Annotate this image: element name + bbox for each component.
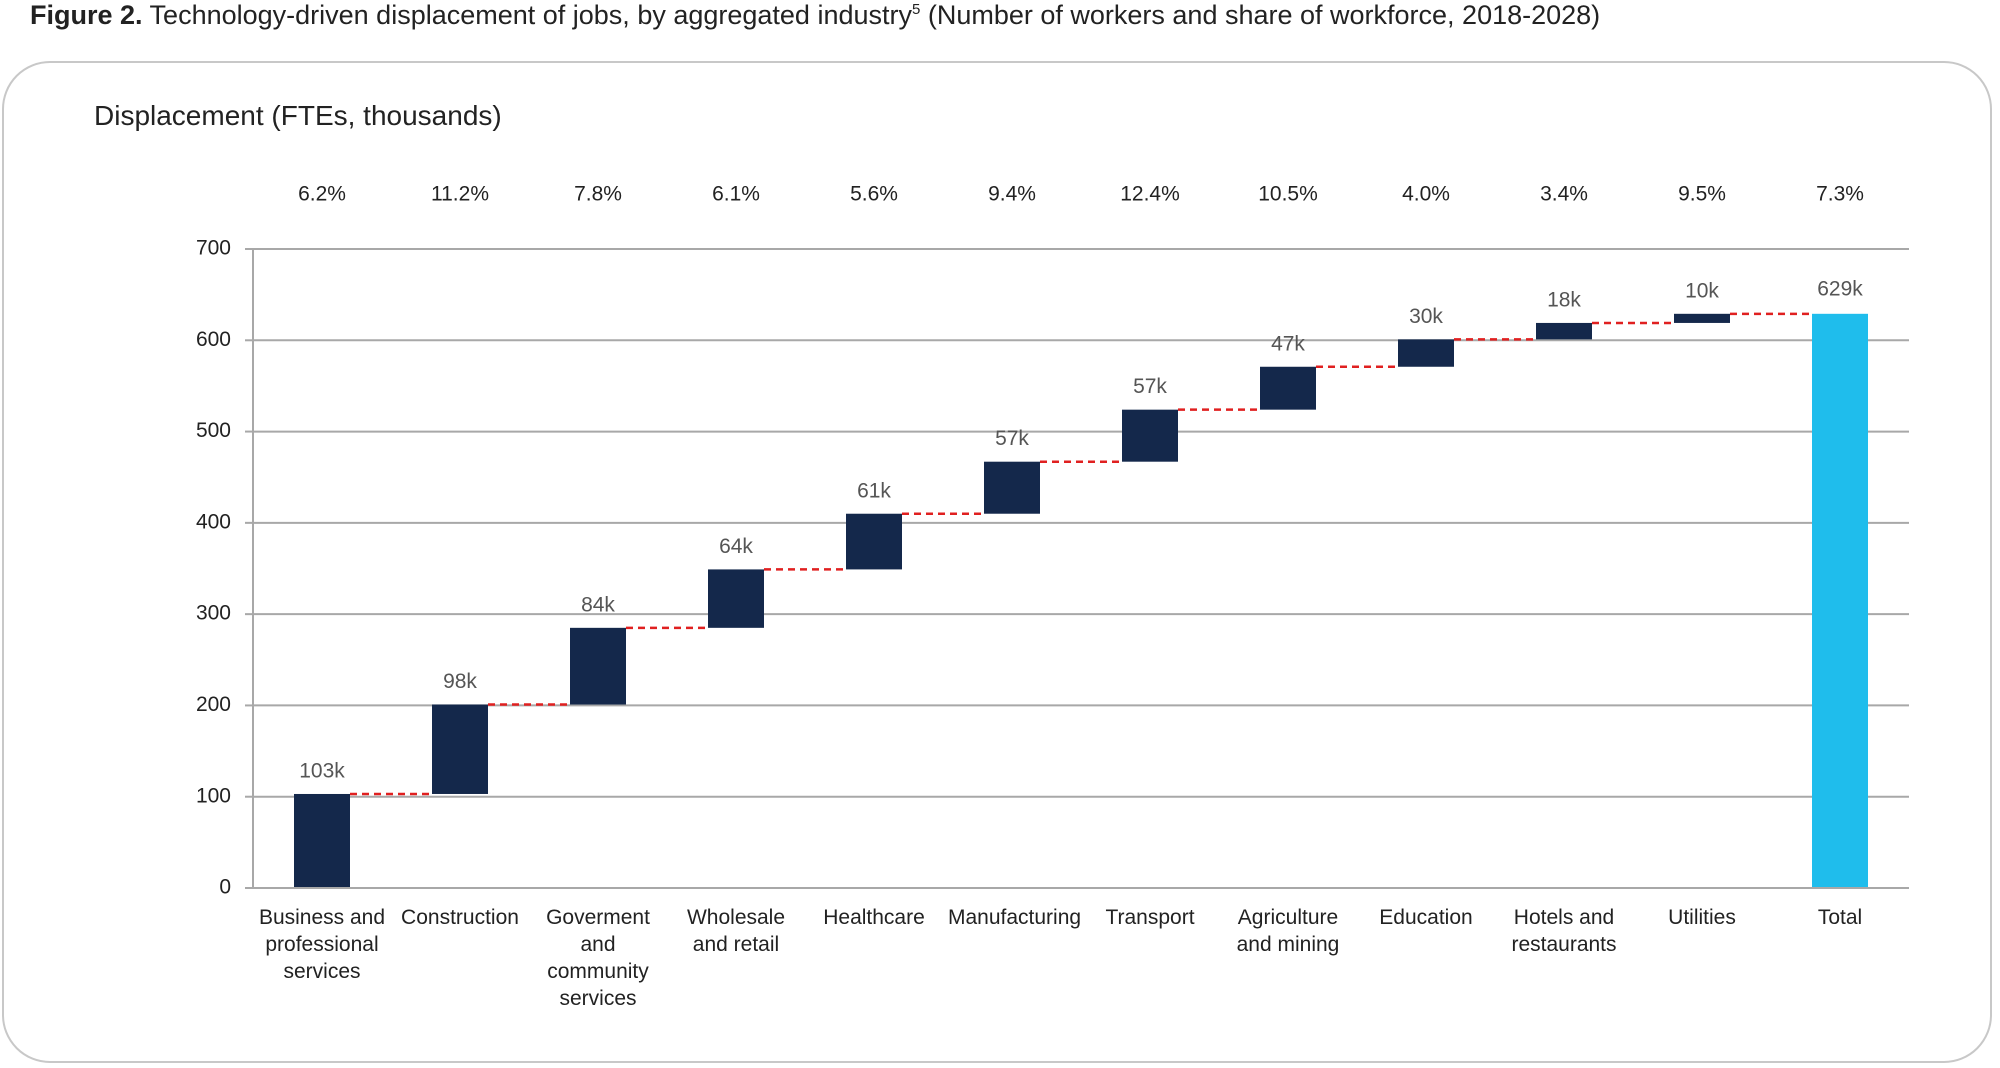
y-tick-label: 600 xyxy=(196,328,231,351)
value-label: 61k xyxy=(857,479,891,502)
footnote-marker: 5 xyxy=(912,1,921,18)
share-label: 11.2% xyxy=(431,183,489,206)
value-label: 57k xyxy=(1133,375,1167,398)
share-label: 6.2% xyxy=(298,183,346,206)
bar xyxy=(1536,322,1592,340)
bar xyxy=(708,569,764,628)
x-tick-label: Construction xyxy=(401,906,519,929)
bar xyxy=(1398,339,1454,367)
title-text: Technology-driven displacement of jobs, … xyxy=(149,0,912,30)
value-label: 18k xyxy=(1547,288,1581,311)
value-label: 98k xyxy=(443,670,477,693)
share-label: 5.6% xyxy=(850,183,898,206)
y-tick-label: 500 xyxy=(196,419,231,442)
x-tick-label: Agriculture and mining xyxy=(1236,906,1340,956)
bar xyxy=(570,627,626,705)
share-label: 10.5% xyxy=(1258,183,1318,206)
bar xyxy=(984,461,1040,514)
total-bar xyxy=(1812,313,1868,888)
share-label: 3.4% xyxy=(1540,183,1588,206)
value-label: 10k xyxy=(1685,279,1719,302)
y-tick-label: 100 xyxy=(196,784,231,807)
value-label: 64k xyxy=(719,535,753,558)
y-tick-label: 700 xyxy=(196,237,231,260)
x-tick-label: Total xyxy=(1817,906,1863,929)
x-tick-label: Education xyxy=(1379,906,1473,929)
x-tick-label: Transport xyxy=(1105,906,1195,929)
y-axis-label: Displacement (FTEs, thousands) xyxy=(94,100,502,131)
value-label: 57k xyxy=(995,427,1029,450)
value-label: 47k xyxy=(1271,332,1305,355)
y-tick-label: 0 xyxy=(219,876,231,899)
bar xyxy=(1674,313,1730,323)
share-label: 9.5% xyxy=(1678,183,1726,206)
y-tick-label: 200 xyxy=(196,693,231,716)
x-tick-label: Goverment and community services xyxy=(546,906,650,1010)
x-tick-label: Utilities xyxy=(1668,906,1736,929)
share-label: 12.4% xyxy=(1120,183,1180,206)
bar xyxy=(432,704,488,794)
title-suffix: (Number of workers and share of workforc… xyxy=(927,0,1601,30)
share-label: 9.4% xyxy=(988,183,1036,206)
figure-number: Figure 2. xyxy=(30,0,143,30)
value-label: 629k xyxy=(1817,277,1863,300)
value-label: 103k xyxy=(299,760,345,783)
share-label: 7.8% xyxy=(574,183,622,206)
share-label: 4.0% xyxy=(1402,183,1450,206)
bar xyxy=(294,793,350,888)
chart-frame xyxy=(2,61,1992,1063)
bar xyxy=(1260,366,1316,410)
x-tick-label: Manufacturing xyxy=(948,906,1082,929)
share-label: 7.3% xyxy=(1816,183,1864,206)
value-label: 30k xyxy=(1409,305,1443,328)
x-tick-label: Hotels and restaurants xyxy=(1511,906,1617,956)
y-tick-label: 300 xyxy=(196,602,231,625)
figure-title: Figure 2. Technology-driven displacement… xyxy=(30,0,1600,31)
bar xyxy=(1122,409,1178,462)
x-tick-label: Wholesale and retail xyxy=(686,906,786,956)
value-label: 84k xyxy=(581,593,615,616)
x-tick-label: Business and professional services xyxy=(258,906,386,983)
y-tick-label: 400 xyxy=(196,510,231,533)
x-tick-label: Healthcare xyxy=(823,906,925,929)
share-label: 6.1% xyxy=(712,183,760,206)
bar xyxy=(846,513,902,570)
